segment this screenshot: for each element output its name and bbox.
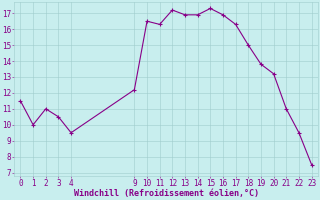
X-axis label: Windchill (Refroidissement éolien,°C): Windchill (Refroidissement éolien,°C) — [74, 189, 259, 198]
